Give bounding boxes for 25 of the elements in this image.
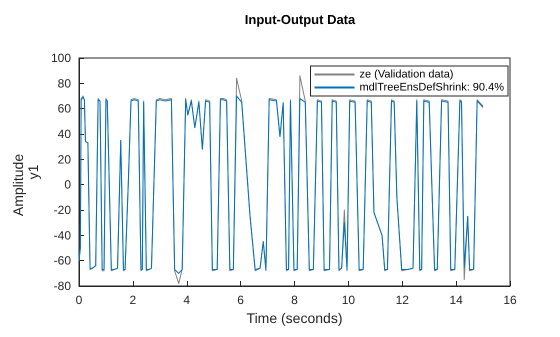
text: Amplitude: [10, 154, 26, 216]
x-tick-label: 12: [396, 293, 410, 307]
y-tick-label: 60: [58, 102, 72, 116]
x-tick-label: 4: [183, 293, 190, 307]
y-tick-label: -20: [54, 203, 72, 217]
y-tick-label: 40: [58, 127, 72, 141]
y-tick-label: -60: [54, 254, 72, 268]
x-tick-label: 14: [449, 293, 464, 307]
y-axis-title: y1: [25, 164, 42, 180]
x-tick-label: 6: [237, 293, 244, 307]
x-axis-title: Time (seconds): [246, 310, 342, 326]
x-tick-label: 0: [76, 293, 83, 307]
x-tick-label: 10: [342, 293, 356, 307]
y-tick-label: 80: [58, 76, 72, 90]
y-tick-label: 100: [50, 51, 72, 65]
y-tick-label: -80: [54, 279, 72, 293]
x-tick-label: 8: [291, 293, 298, 307]
x-tick-label: 16: [503, 293, 517, 307]
y-tick-label: -40: [54, 228, 72, 242]
x-tick-label: 2: [130, 293, 137, 307]
legend-label: ze (Validation data): [360, 68, 454, 80]
legend-label: mdlTreeEnsDefShrink: 90.4%: [360, 82, 504, 94]
y-tick-label: 20: [58, 152, 72, 166]
y-tick-label: 0: [64, 178, 72, 192]
chart-title: Input-Output Data: [244, 12, 356, 27]
